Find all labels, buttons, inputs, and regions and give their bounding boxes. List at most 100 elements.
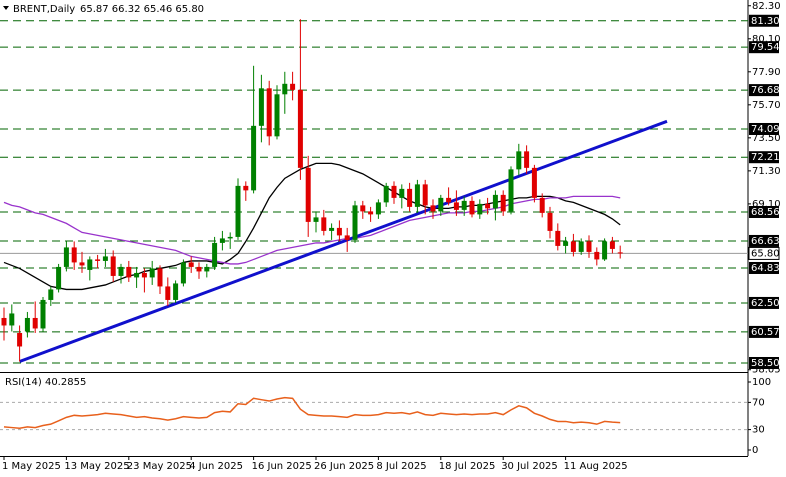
- level-label-box: [749, 122, 779, 135]
- y-tick-label: 82.30: [752, 1, 781, 12]
- level-label: 68.56: [751, 207, 780, 218]
- candle-body: [422, 184, 428, 206]
- moving-average: [3, 162, 621, 291]
- candle-body: [1, 317, 7, 326]
- candle-body: [251, 125, 257, 191]
- candle-body: [438, 197, 444, 212]
- candle-body: [165, 286, 171, 300]
- candle-body: [95, 259, 101, 261]
- level-label-box: [749, 356, 779, 369]
- candle-body: [118, 266, 124, 276]
- x-tick-label: 1 May 2025: [2, 461, 61, 472]
- chart-title: BRENT,Daily: [13, 4, 75, 15]
- level-label-box: [749, 296, 779, 309]
- level-label-box: [749, 234, 779, 247]
- candle-body: [297, 89, 303, 168]
- candle-body: [555, 230, 561, 246]
- candle-body: [500, 194, 506, 212]
- candle-body: [149, 268, 155, 278]
- candle-body: [321, 217, 327, 231]
- candle-body: [17, 332, 23, 347]
- x-tick-label: 13 May 2025: [64, 461, 129, 472]
- ohlc-readout: 65.87 66.32 65.46 65.80: [80, 4, 204, 15]
- candle-body: [219, 238, 225, 243]
- candle-body: [516, 151, 522, 170]
- candle-body: [32, 317, 38, 329]
- moving-average: [3, 195, 621, 265]
- candle-body: [235, 185, 241, 237]
- level-label-box: [749, 84, 779, 97]
- candle-body: [485, 203, 491, 209]
- candle-body: [87, 259, 93, 270]
- candle-body: [313, 217, 319, 222]
- candle-body: [40, 299, 46, 329]
- candle-body: [578, 241, 584, 252]
- x-tick-label: 16 Jun 2025: [252, 461, 312, 472]
- candle-body: [617, 252, 623, 254]
- y-tick-label: 71.30: [752, 166, 781, 177]
- rsi-tick-label: 0: [752, 445, 758, 456]
- candle-body: [563, 241, 569, 246]
- level-label-box: [749, 14, 779, 27]
- candle-body: [399, 188, 405, 198]
- candle-body: [24, 317, 30, 332]
- candle-body: [274, 94, 280, 137]
- x-tick-label: 30 Jul 2025: [501, 461, 558, 472]
- candle-body: [594, 251, 600, 260]
- candle-body: [461, 200, 467, 210]
- level-label-box: [749, 325, 779, 338]
- level-label: 60.57: [751, 327, 780, 338]
- candle-body: [375, 202, 381, 215]
- y-tick-label: 69.10: [752, 199, 781, 210]
- menu-icon: [3, 6, 9, 10]
- candle-body: [243, 185, 249, 191]
- candle-body: [180, 262, 186, 284]
- candle-body: [188, 262, 194, 267]
- rsi-title: RSI(14) 40.2855: [5, 377, 86, 388]
- candle-body: [368, 211, 374, 215]
- candle-body: [141, 272, 147, 278]
- candle-body: [508, 169, 514, 212]
- candle-body: [492, 194, 498, 209]
- candle-body: [586, 241, 592, 252]
- level-label: 76.68: [751, 85, 780, 96]
- candle-body: [266, 88, 272, 137]
- candle-body: [227, 236, 233, 239]
- candle-body: [305, 167, 311, 222]
- y-tick-label: 75.70: [752, 100, 781, 111]
- candle-body: [196, 266, 202, 272]
- candle-body: [9, 313, 15, 326]
- x-tick-label: 26 Jun 2025: [314, 461, 374, 472]
- candle-body: [352, 205, 358, 240]
- candle-body: [56, 266, 62, 290]
- candle-body: [157, 268, 163, 287]
- candle-body: [414, 184, 420, 207]
- candle-body: [102, 256, 108, 261]
- x-tick-label: 18 Jul 2025: [439, 461, 496, 472]
- candle-body: [134, 272, 140, 278]
- candle-body: [344, 235, 350, 240]
- level-label: 81.30: [751, 16, 780, 27]
- candle-body: [570, 241, 576, 252]
- candle-body: [336, 227, 342, 236]
- candle-body: [290, 83, 296, 90]
- level-label: 72.21: [751, 152, 780, 163]
- candle-body: [173, 283, 179, 300]
- candle-body: [258, 88, 264, 126]
- candle-body: [282, 83, 288, 95]
- candle-body: [524, 151, 530, 168]
- candle-body: [383, 185, 389, 203]
- candle-body: [329, 227, 335, 231]
- candle-body: [539, 197, 545, 213]
- y-tick-label: 77.90: [752, 67, 781, 78]
- candle-body: [602, 241, 608, 260]
- candle-body: [407, 188, 413, 207]
- x-tick-label: 11 Aug 2025: [564, 461, 628, 472]
- candle-body: [531, 167, 537, 198]
- candle-body: [477, 203, 483, 215]
- candle-body: [79, 262, 85, 266]
- candle-body: [110, 256, 116, 276]
- trend-line: [19, 119, 668, 363]
